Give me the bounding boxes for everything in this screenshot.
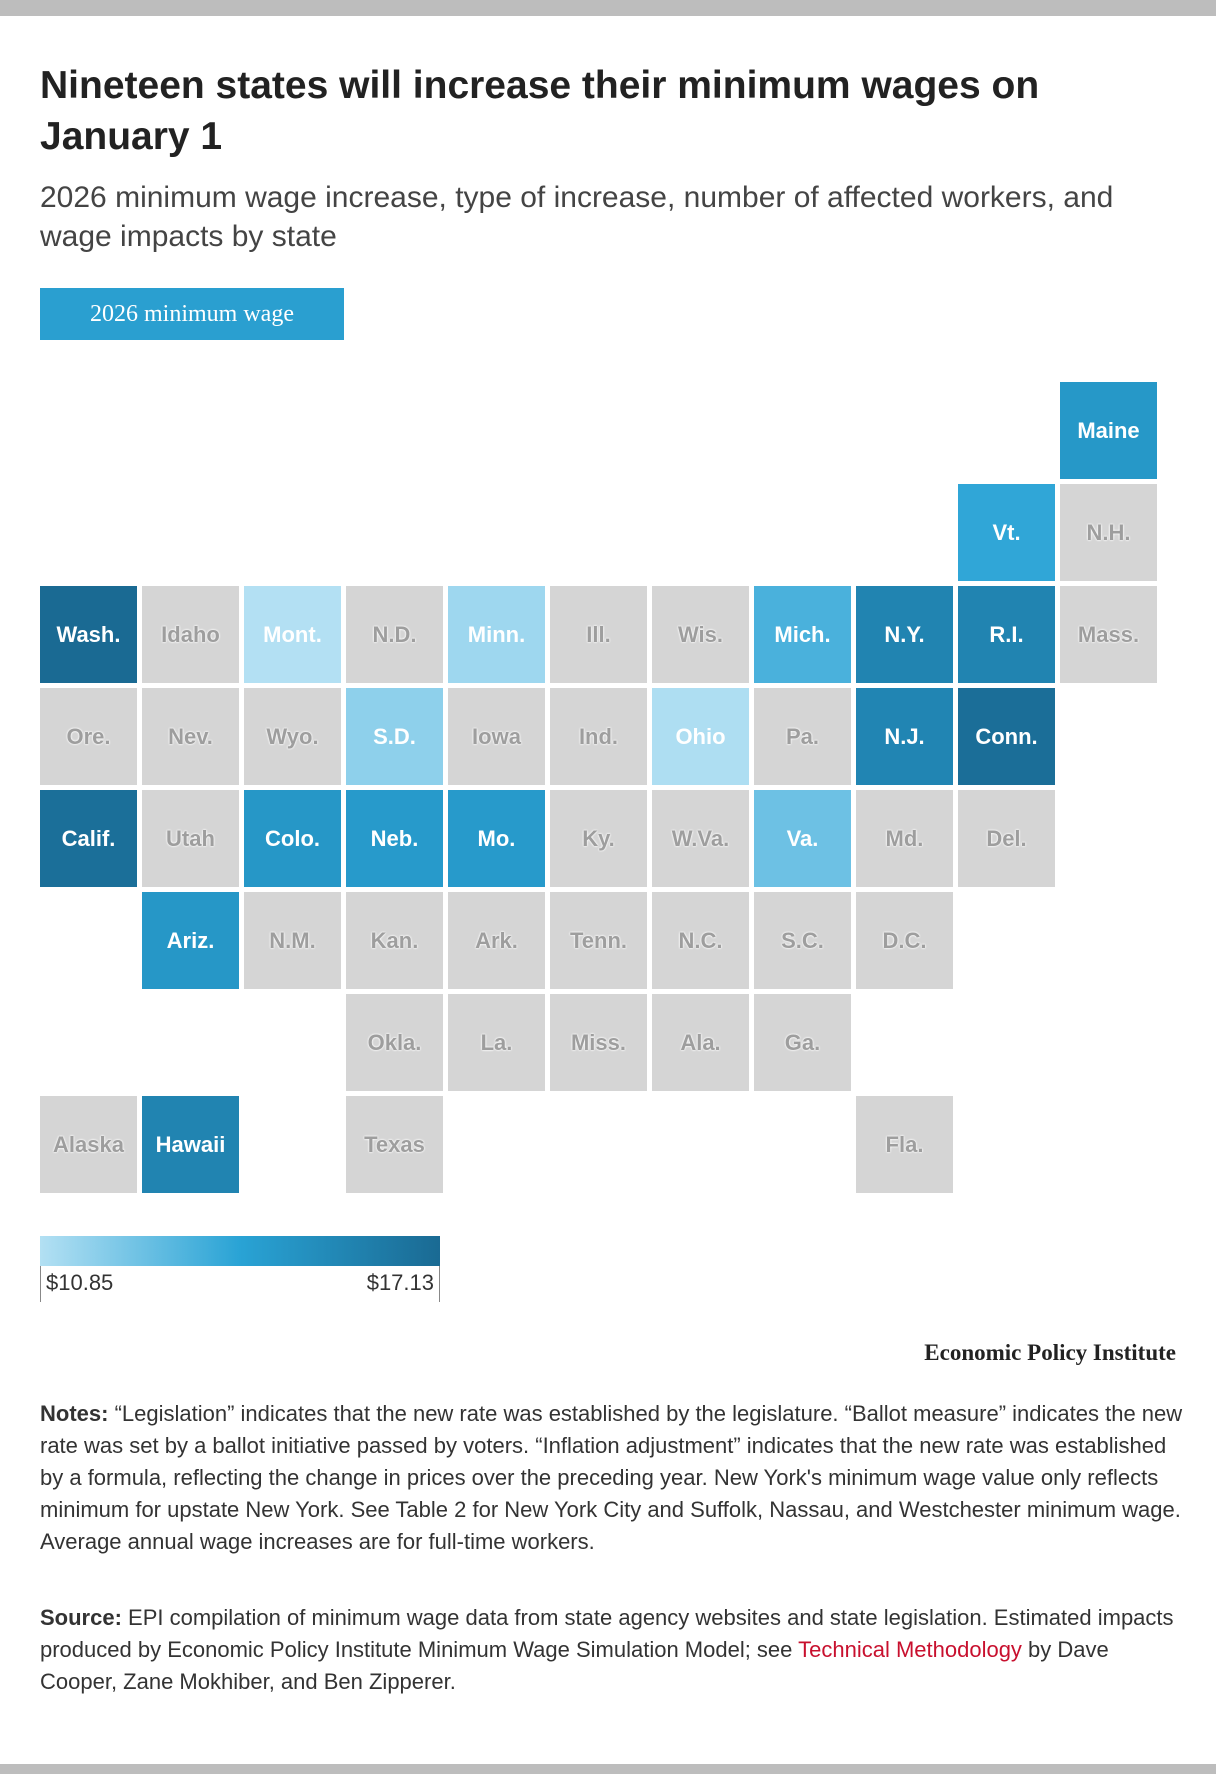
state-tile-maine[interactable]: Maine — [1060, 382, 1157, 479]
chart-title: Nineteen states will increase their mini… — [40, 64, 1040, 158]
state-tile-n-c[interactable]: N.C. — [652, 892, 749, 989]
state-tile-okla[interactable]: Okla. — [346, 994, 443, 1091]
state-tile-vt[interactable]: Vt. — [958, 484, 1055, 581]
state-tile-r-i[interactable]: R.I. — [958, 586, 1055, 683]
bottom-border — [0, 1764, 1216, 1774]
state-tile-del[interactable]: Del. — [958, 790, 1055, 887]
state-tile-ill[interactable]: Ill. — [550, 586, 647, 683]
state-tile-alaska[interactable]: Alaska — [40, 1096, 137, 1193]
top-border — [0, 0, 1216, 16]
legend-min-label: $10.85 — [46, 1270, 114, 1295]
notes: Notes: “Legislation” indicates that the … — [40, 1398, 1190, 1558]
state-tile-la[interactable]: La. — [448, 994, 545, 1091]
state-tile-mo[interactable]: Mo. — [448, 790, 545, 887]
state-tile-va[interactable]: Va. — [754, 790, 851, 887]
legend-max-label: $17.13 — [366, 1270, 434, 1295]
color-scale-legend — [40, 1236, 440, 1266]
state-tile-colo[interactable]: Colo. — [244, 790, 341, 887]
state-tile-miss[interactable]: Miss. — [550, 994, 647, 1091]
state-tile-tenn[interactable]: Tenn. — [550, 892, 647, 989]
state-tile-s-d[interactable]: S.D. — [346, 688, 443, 785]
state-tile-n-d[interactable]: N.D. — [346, 586, 443, 683]
state-tile-n-y[interactable]: N.Y. — [856, 586, 953, 683]
state-tile-fla[interactable]: Fla. — [856, 1096, 953, 1193]
technical-methodology-link[interactable]: Technical Methodology — [798, 1637, 1022, 1662]
source-text-end: by Dave Cooper, Zane Mokhiber, and Ben Z… — [40, 1637, 1109, 1694]
state-tile-md[interactable]: Md. — [856, 790, 953, 887]
state-tile-mass[interactable]: Mass. — [1060, 586, 1157, 683]
state-tile-ky[interactable]: Ky. — [550, 790, 647, 887]
legend-tick-min — [40, 1266, 41, 1302]
chart-subtitle: 2026 minimum wage increase, type of incr… — [40, 181, 1114, 253]
state-tile-ohio[interactable]: Ohio — [652, 688, 749, 785]
state-tile-neb[interactable]: Neb. — [346, 790, 443, 887]
state-tile-n-j[interactable]: N.J. — [856, 688, 953, 785]
source-text: EPI compilation of minimum wage data fro… — [40, 1605, 1174, 1662]
state-tile-s-c[interactable]: S.C. — [754, 892, 851, 989]
state-tile-kan[interactable]: Kan. — [346, 892, 443, 989]
state-tile-conn[interactable]: Conn. — [958, 688, 1055, 785]
state-tile-nev[interactable]: Nev. — [142, 688, 239, 785]
state-tile-ga[interactable]: Ga. — [754, 994, 851, 1091]
publisher-credit: Economic Policy Institute — [924, 1340, 1176, 1365]
notes-text: “Legislation” indicates that the new rat… — [40, 1401, 1183, 1554]
state-tile-ariz[interactable]: Ariz. — [142, 892, 239, 989]
metric-tab-2026-minimum-wage[interactable]: 2026 minimum wage — [40, 288, 344, 340]
source: Source: EPI compilation of minimum wage … — [40, 1602, 1190, 1698]
state-tile-wyo[interactable]: Wyo. — [244, 688, 341, 785]
source-label: Source: — [40, 1605, 122, 1630]
state-tile-hawaii[interactable]: Hawaii — [142, 1096, 239, 1193]
state-tile-mont[interactable]: Mont. — [244, 586, 341, 683]
state-tile-n-h[interactable]: N.H. — [1060, 484, 1157, 581]
state-tile-wis[interactable]: Wis. — [652, 586, 749, 683]
state-tile-d-c[interactable]: D.C. — [856, 892, 953, 989]
state-tile-calif[interactable]: Calif. — [40, 790, 137, 887]
state-tile-iowa[interactable]: Iowa — [448, 688, 545, 785]
state-tile-ore[interactable]: Ore. — [40, 688, 137, 785]
state-tile-ind[interactable]: Ind. — [550, 688, 647, 785]
legend-tick-max — [439, 1266, 440, 1302]
state-tile-ala[interactable]: Ala. — [652, 994, 749, 1091]
state-tile-ark[interactable]: Ark. — [448, 892, 545, 989]
state-tile-w-va[interactable]: W.Va. — [652, 790, 749, 887]
state-tile-texas[interactable]: Texas — [346, 1096, 443, 1193]
state-tile-utah[interactable]: Utah — [142, 790, 239, 887]
notes-label: Notes: — [40, 1401, 109, 1426]
state-tile-wash[interactable]: Wash. — [40, 586, 137, 683]
state-tile-pa[interactable]: Pa. — [754, 688, 851, 785]
state-tile-mich[interactable]: Mich. — [754, 586, 851, 683]
state-tile-idaho[interactable]: Idaho — [142, 586, 239, 683]
state-tile-n-m[interactable]: N.M. — [244, 892, 341, 989]
state-tile-minn[interactable]: Minn. — [448, 586, 545, 683]
